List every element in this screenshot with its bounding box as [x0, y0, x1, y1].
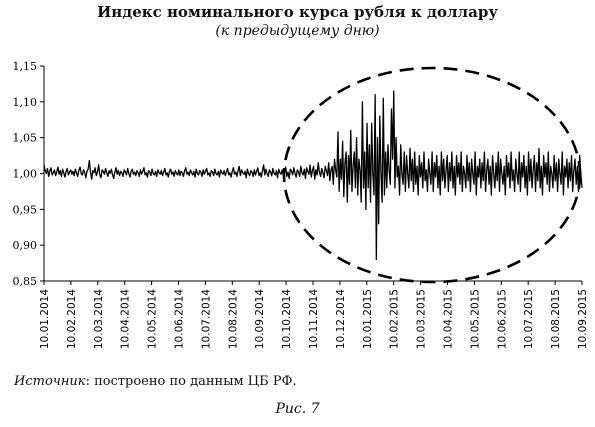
x-tick-label: 10.07.2014 [200, 289, 212, 349]
x-tick-label: 10.05.2015 [469, 289, 481, 349]
source-label: Источник [14, 374, 86, 389]
x-tick-label: 10.02.2014 [66, 289, 78, 349]
x-tick-label: 10.10.2014 [281, 289, 293, 349]
chart-subtitle: (к предыдущему дню) [215, 23, 380, 39]
source-note: Источник: построено по данным ЦБ РФ. [14, 374, 297, 389]
figure-caption: Рис. 7 [275, 401, 320, 417]
x-tick-label: 10.03.2014 [93, 289, 105, 349]
y-tick-label: 1,15 [13, 60, 38, 73]
x-tick-label: 10.11.2014 [308, 289, 320, 349]
x-tick-label: 10.07.2015 [523, 289, 535, 349]
source-text: : построено по данным ЦБ РФ. [85, 374, 297, 389]
y-tick-label: 0,95 [13, 203, 38, 216]
y-tick-label: 1,10 [13, 96, 38, 109]
x-tick-label: 10.01.2014 [39, 289, 51, 349]
x-tick-label: 10.06.2015 [496, 289, 508, 349]
x-tick-label: 10.04.2015 [443, 289, 455, 349]
x-tick-label: 10.09.2015 [577, 289, 589, 349]
y-tick-label: 0,85 [13, 275, 38, 288]
x-tick-label: 10.08.2015 [550, 289, 562, 349]
series-line [43, 90, 583, 261]
x-tick-label: 10.03.2015 [416, 289, 428, 349]
y-tick-label: 1,00 [13, 168, 38, 181]
chart-title: Индекс номинального курса рубля к доллар… [97, 3, 498, 21]
y-tick-label: 1,05 [13, 132, 38, 145]
x-tick-label: 10.09.2014 [254, 289, 266, 349]
x-tick-label: 10.06.2014 [174, 289, 186, 349]
x-tick-label: 10.08.2014 [227, 289, 239, 349]
line-chart: 0,85 0,90 0,95 1,00 1,05 1,10 1,15 10.01.2014 10… [13, 60, 590, 349]
volatility-ellipse [282, 66, 582, 284]
x-tick-label: 10.01.2015 [362, 289, 374, 349]
y-tick-label: 0,90 [13, 239, 38, 252]
x-tick-label: 10.12.2014 [335, 289, 347, 349]
x-tick-label: 10.02.2015 [389, 289, 401, 349]
x-tick-label: 10.04.2014 [120, 289, 132, 349]
x-tick-label: 10.05.2014 [147, 289, 159, 349]
